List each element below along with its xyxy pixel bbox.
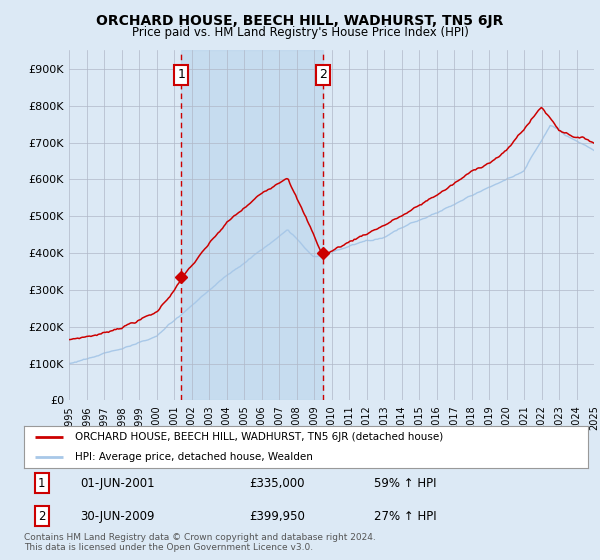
Text: HPI: Average price, detached house, Wealden: HPI: Average price, detached house, Weal… [75,452,313,462]
Text: £399,950: £399,950 [250,510,305,523]
Text: 1: 1 [38,477,46,490]
Text: 27% ↑ HPI: 27% ↑ HPI [374,510,436,523]
Text: ORCHARD HOUSE, BEECH HILL, WADHURST, TN5 6JR: ORCHARD HOUSE, BEECH HILL, WADHURST, TN5… [97,14,503,28]
Text: 30-JUN-2009: 30-JUN-2009 [80,510,155,523]
Text: Price paid vs. HM Land Registry's House Price Index (HPI): Price paid vs. HM Land Registry's House … [131,26,469,39]
Bar [181,50,323,400]
Text: This data is licensed under the Open Government Licence v3.0.: This data is licensed under the Open Gov… [24,543,313,552]
Text: Contains HM Land Registry data © Crown copyright and database right 2024.: Contains HM Land Registry data © Crown c… [24,533,376,542]
Text: ORCHARD HOUSE, BEECH HILL, WADHURST, TN5 6JR (detached house): ORCHARD HOUSE, BEECH HILL, WADHURST, TN5… [75,432,443,442]
Text: 1: 1 [178,68,185,81]
Text: £335,000: £335,000 [250,477,305,490]
Text: 59% ↑ HPI: 59% ↑ HPI [374,477,436,490]
Text: 2: 2 [319,68,326,81]
Text: 01-JUN-2001: 01-JUN-2001 [80,477,155,490]
Text: 2: 2 [38,510,46,523]
